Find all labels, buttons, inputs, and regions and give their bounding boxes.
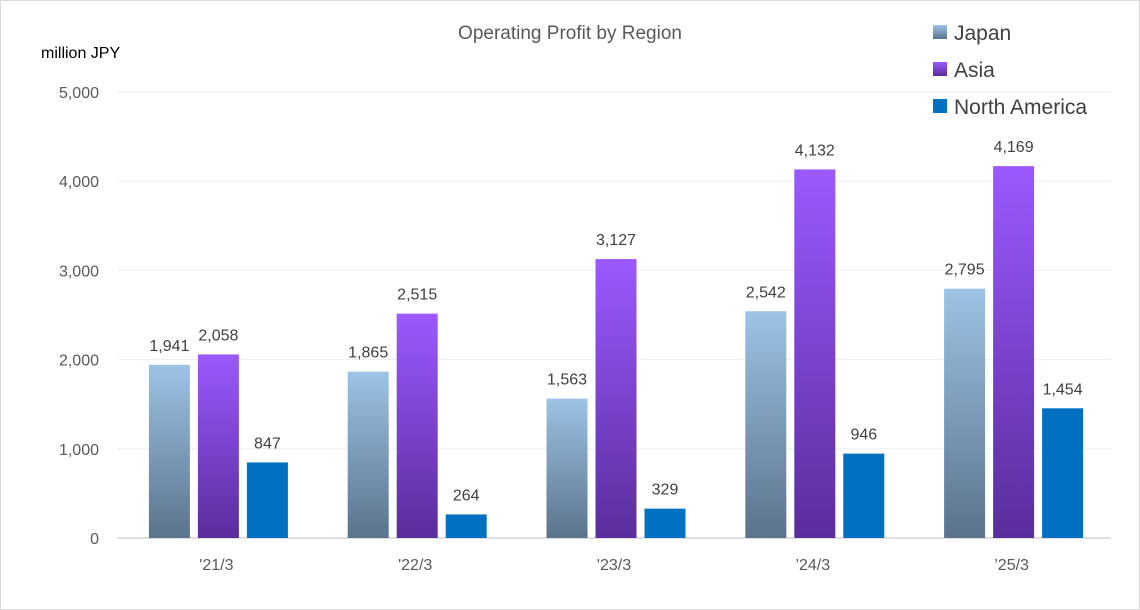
bar-asia bbox=[595, 259, 637, 538]
y-axis-tick-labels: 0 1,000 2,000 3,000 4,000 5,000 bbox=[59, 85, 99, 548]
y-tick-label: 1,000 bbox=[59, 442, 99, 459]
legend-swatch-japan bbox=[933, 25, 947, 39]
bars bbox=[148, 166, 1084, 539]
x-tick-label: '23/3 bbox=[597, 557, 631, 574]
y-tick-label: 5,000 bbox=[59, 85, 99, 102]
data-label-japan: 1,941 bbox=[149, 338, 189, 355]
y-tick-label: 2,000 bbox=[59, 353, 99, 370]
data-label-north-america: 264 bbox=[453, 487, 480, 504]
data-label-north-america: 847 bbox=[254, 435, 281, 452]
data-label-asia: 3,127 bbox=[596, 232, 636, 249]
data-label-north-america: 1,454 bbox=[1043, 381, 1083, 398]
bar-asia bbox=[197, 354, 239, 538]
data-label-north-america: 329 bbox=[652, 482, 679, 499]
data-label-japan: 2,542 bbox=[746, 284, 786, 301]
chart-title: Operating Profit by Region bbox=[458, 23, 682, 44]
x-tick-label: '22/3 bbox=[398, 557, 432, 574]
x-tick-label: '21/3 bbox=[199, 557, 233, 574]
bar-japan bbox=[546, 398, 588, 538]
x-axis-tick-labels: '21/3 '22/3 '23/3 ’24/3 ’25/3 bbox=[199, 557, 1029, 574]
legend-swatch-asia bbox=[933, 62, 947, 76]
bar-asia bbox=[794, 169, 836, 538]
y-axis-unit-label: million JPY bbox=[41, 45, 120, 62]
legend-label-asia: Asia bbox=[954, 59, 995, 82]
data-label-japan: 1,563 bbox=[547, 372, 587, 389]
data-label-asia: 2,515 bbox=[397, 287, 437, 304]
legend-label-north-america: North America bbox=[954, 96, 1087, 119]
data-label-north-america: 946 bbox=[850, 427, 877, 444]
y-tick-label: 3,000 bbox=[59, 263, 99, 280]
bar-japan bbox=[944, 288, 986, 538]
legend-label-japan: Japan bbox=[954, 22, 1011, 45]
data-label-japan: 1,865 bbox=[348, 345, 388, 362]
data-label-asia: 2,058 bbox=[198, 327, 238, 344]
bar-asia bbox=[396, 313, 438, 538]
y-tick-label: 0 bbox=[90, 531, 99, 548]
data-labels: 1,941 2,058 847 1,865 2,515 264 1,563 3,127 329 2… bbox=[149, 139, 1082, 504]
x-tick-label: ’24/3 bbox=[795, 557, 830, 574]
bar-japan bbox=[347, 371, 389, 538]
y-tick-label: 4,000 bbox=[59, 174, 99, 191]
data-label-asia: 4,132 bbox=[795, 142, 835, 159]
legend: Japan Asia North America bbox=[933, 22, 1087, 119]
legend-swatch-north-america bbox=[933, 99, 947, 113]
x-tick-label: ’25/3 bbox=[994, 557, 1029, 574]
data-label-japan: 2,795 bbox=[945, 262, 985, 279]
bar-north-america bbox=[843, 453, 885, 538]
bar-north-america bbox=[644, 508, 686, 538]
bar-north-america bbox=[246, 462, 288, 538]
bar-asia bbox=[993, 166, 1035, 539]
bar-japan bbox=[148, 364, 190, 538]
bar-north-america bbox=[1042, 408, 1084, 538]
bar-japan bbox=[745, 311, 787, 538]
bar-north-america bbox=[445, 514, 487, 538]
data-label-asia: 4,169 bbox=[994, 139, 1034, 156]
